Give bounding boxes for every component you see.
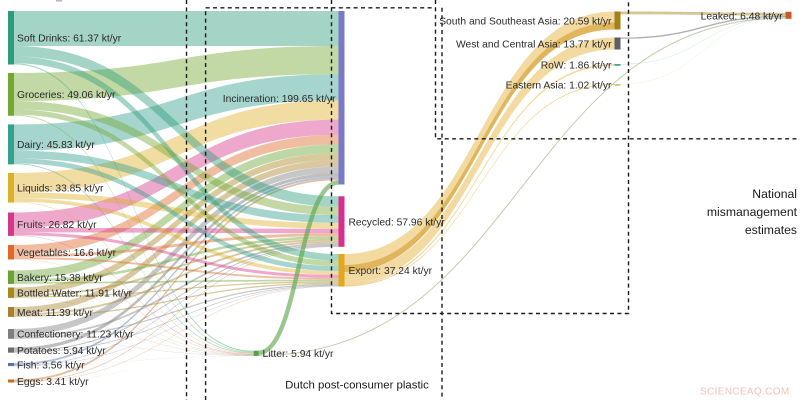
svg-text:estimates: estimates (745, 223, 797, 237)
svg-text:Export: 37.24 kt/yr: Export: 37.24 kt/yr (349, 266, 433, 277)
svg-text:Groceries: 49.06 kt/yr: Groceries: 49.06 kt/yr (17, 90, 116, 101)
svg-text:Incineration: 199.65 kt/yr: Incineration: 199.65 kt/yr (223, 94, 336, 105)
svg-text:Eggs: 3.41 kt/yr: Eggs: 3.41 kt/yr (17, 377, 89, 388)
svg-text:Potatoes: 5.94 kt/yr: Potatoes: 5.94 kt/yr (17, 346, 106, 357)
svg-text:Fruits: 26.82 kt/yr: Fruits: 26.82 kt/yr (17, 220, 97, 231)
svg-text:West and Central Asia: 13.77 k: West and Central Asia: 13.77 kt/yr (456, 39, 612, 50)
svg-text:Recycled: 57.96 kt/yr: Recycled: 57.96 kt/yr (349, 217, 446, 228)
svg-text:RoW: 1.86 kt/yr: RoW: 1.86 kt/yr (541, 61, 612, 72)
svg-text:Liquids: 33.85 kt/yr: Liquids: 33.85 kt/yr (17, 184, 104, 195)
svg-text:South and Southeast Asia: 20.5: South and Southeast Asia: 20.59 kt/yr (439, 16, 612, 27)
svg-text:Eastern Asia: 1.02 kt/yr: Eastern Asia: 1.02 kt/yr (506, 81, 612, 92)
svg-text:SCIENCEAQ.COM: SCIENCEAQ.COM (700, 387, 790, 398)
svg-text:Vegetables: 16.6 kt/yr: Vegetables: 16.6 kt/yr (17, 248, 117, 259)
svg-text:Dutch post-consumer plastic: Dutch post-consumer plastic (285, 380, 429, 392)
svg-text:mismanagement: mismanagement (707, 205, 798, 219)
svg-text:Bakery: 15.38 kt/yr: Bakery: 15.38 kt/yr (17, 273, 103, 284)
svg-text:Meat: 11.39 kt/yr: Meat: 11.39 kt/yr (17, 308, 93, 319)
svg-text:National: National (752, 187, 797, 201)
svg-text:Leaked: 6.48 kt/yr: Leaked: 6.48 kt/yr (701, 12, 783, 23)
svg-text:Litter: 5.94 kt/yr: Litter: 5.94 kt/yr (263, 349, 335, 360)
svg-text:Dairy: 45.83 kt/yr: Dairy: 45.83 kt/yr (17, 140, 95, 151)
svg-text:Fish: 3.56 kt/yr: Fish: 3.56 kt/yr (17, 360, 85, 371)
svg-text:Soft Drinks: 61.37 kt/yr: Soft Drinks: 61.37 kt/yr (17, 34, 122, 45)
svg-text:Confectionery: 11.23 kt/yr: Confectionery: 11.23 kt/yr (17, 330, 134, 341)
svg-text:Bottled Water: 11.91 kt/yr: Bottled Water: 11.91 kt/yr (17, 289, 133, 300)
